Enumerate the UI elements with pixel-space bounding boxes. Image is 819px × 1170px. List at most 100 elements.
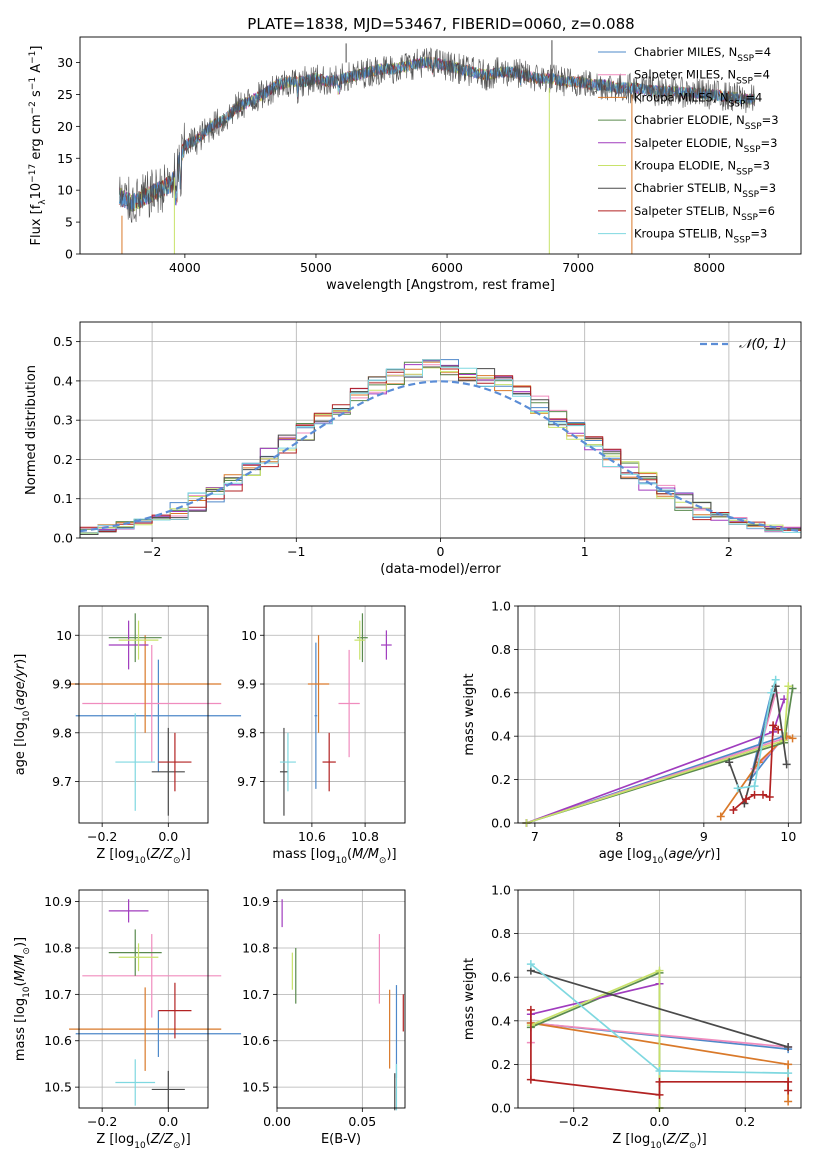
weight-marker: [655, 1066, 664, 1075]
label-part: ⊙: [379, 856, 387, 866]
weight-marker: [526, 1075, 535, 1084]
label-part: mass weight: [462, 673, 477, 755]
y-tick-label: 10.8: [242, 940, 270, 955]
x-tick-label: −0.2: [87, 1114, 117, 1129]
y-tick-label: 1.0: [491, 883, 511, 898]
y-tick-label: 15: [57, 151, 73, 166]
label-part: E(B-V): [321, 1132, 361, 1147]
x-tick-label: 6000: [431, 260, 463, 275]
label-part: )]: [13, 937, 28, 947]
label-part: Salpeter MILES, N: [634, 68, 736, 82]
plot-frame: [517, 605, 802, 824]
x-tick-label: 1: [581, 544, 589, 559]
label-part: =6: [758, 204, 775, 218]
x-tick-label: 9: [700, 829, 708, 844]
x-axis-label: wavelength [Angstrom, rest frame]: [326, 278, 555, 293]
weight-marker: [742, 795, 751, 804]
weight-marker: [769, 721, 778, 730]
label-part: M/M: [13, 955, 28, 982]
y-tick-label: 0.4: [53, 373, 73, 388]
label-part: (: [663, 847, 668, 862]
y-tick-label: 10: [56, 628, 72, 643]
label-part: −1: [28, 77, 38, 90]
histogram-step: [79, 359, 801, 538]
gaussian-curve: [79, 380, 802, 533]
weight-marker: [784, 1086, 793, 1095]
y-tick-label: 10.9: [44, 894, 72, 909]
weight-marker: [526, 960, 535, 969]
x-axis-label: (data-model)/error: [380, 562, 501, 577]
label-part: wavelength [Angstrom, rest frame]: [326, 278, 555, 293]
plot-frame: [78, 889, 209, 1109]
label-part: ⊙: [173, 856, 181, 866]
label-part: SSP: [745, 122, 762, 132]
label-part: Kroupa MILES, N: [634, 90, 729, 104]
panel-residuals: 𝒩(0, 1) −2 −1 0 1 2 0.0 0.1 0.2 0.3 0.4 0.5 (data-mo…: [24, 321, 802, 577]
label-part: =3: [762, 113, 779, 127]
y-tick-label: 25: [57, 87, 73, 102]
label-part: SSP: [729, 99, 746, 109]
y-tick-label: 1.0: [491, 599, 511, 614]
x-tick-label: 0.0: [158, 1114, 178, 1129]
label-part: 10: [336, 856, 348, 866]
label-part: 10: [134, 856, 146, 866]
x-tick-label: 0: [437, 544, 445, 559]
label-part: )]: [181, 847, 191, 862]
legend-label: Kroupa MILES, NSSP=4: [634, 90, 762, 109]
label-part: age/yr: [13, 662, 28, 705]
label-part: SSP: [744, 145, 761, 155]
panel-z-weight: −0.2 0.0 0.2 0.0 0.2 0.4 0.6 0.8 1.0 Z [log10(Z/Z…: [462, 883, 802, 1151]
label-part: λ: [38, 199, 48, 205]
label-part: 10: [22, 710, 32, 722]
label-part: =4: [745, 90, 762, 104]
label-part: Salpeter STELIB, N: [634, 204, 741, 218]
x-tick-label: −0.2: [87, 829, 117, 844]
label-part: 10: [650, 1141, 662, 1151]
label-part: (: [146, 1132, 151, 1147]
weight-marker: [655, 1077, 664, 1086]
legend-label: Chabrier ELODIE, NSSP=3: [634, 113, 779, 132]
x-tick-label: −2: [143, 544, 161, 559]
x-tick-label: 0.0: [158, 829, 178, 844]
x-tick-label: 0.00: [263, 1114, 291, 1129]
label-part: Z/Z: [150, 847, 174, 862]
y-tick-label: 10.5: [44, 1080, 72, 1095]
y-tick-label: 9.9: [52, 677, 72, 692]
label-part: (: [347, 847, 352, 862]
label-part: 10: [134, 1141, 146, 1151]
y-axis-label: age [log10(age/yr)]: [13, 654, 32, 776]
x-axis-label: E(B-V): [321, 1132, 361, 1147]
y-tick-label: 9.7: [237, 774, 257, 789]
weight-marker: [782, 760, 791, 769]
x-tick-label: 0.05: [348, 1114, 376, 1129]
label-part: Z [log: [96, 847, 134, 862]
label-part: Chabrier MILES, N: [634, 45, 737, 59]
y-tick-label: 0.3: [53, 413, 73, 428]
panel-ebv-mass: 0.00 0.05 10.5 10.6 10.7 10.8 10.9 E(B-V): [242, 889, 406, 1147]
label-part: 10: [29, 183, 44, 200]
y-tick-label: 0.4: [491, 729, 511, 744]
weight-marker: [750, 782, 759, 791]
weight-marker: [733, 784, 742, 793]
label-part: =3: [759, 181, 776, 195]
y-axis-label: mass [log10(M/M⊙)]: [13, 937, 32, 1061]
plot-frame: [79, 36, 802, 255]
weight-marker: [767, 688, 776, 697]
x-tick-label: 10.8: [351, 829, 379, 844]
weight-marker: [655, 1090, 664, 1099]
label-part: =3: [761, 136, 778, 150]
label-part: mass [log: [272, 847, 335, 862]
weight-line: [728, 686, 788, 807]
weight-marker: [784, 1097, 793, 1106]
y-tick-label: 0.6: [491, 970, 511, 985]
weight-marker: [788, 734, 797, 743]
y-tick-label: 0.0: [491, 1101, 511, 1116]
label-part: SSP: [737, 54, 754, 64]
weight-line: [526, 688, 794, 824]
x-axis-label: mass [log10(M/M⊙)]: [272, 847, 396, 866]
y-tick-label: 10.6: [242, 1033, 270, 1048]
label-part: )]: [13, 654, 28, 664]
label-part: Kroupa ELODIE, N: [634, 159, 736, 173]
label-part: SSP: [734, 236, 751, 246]
